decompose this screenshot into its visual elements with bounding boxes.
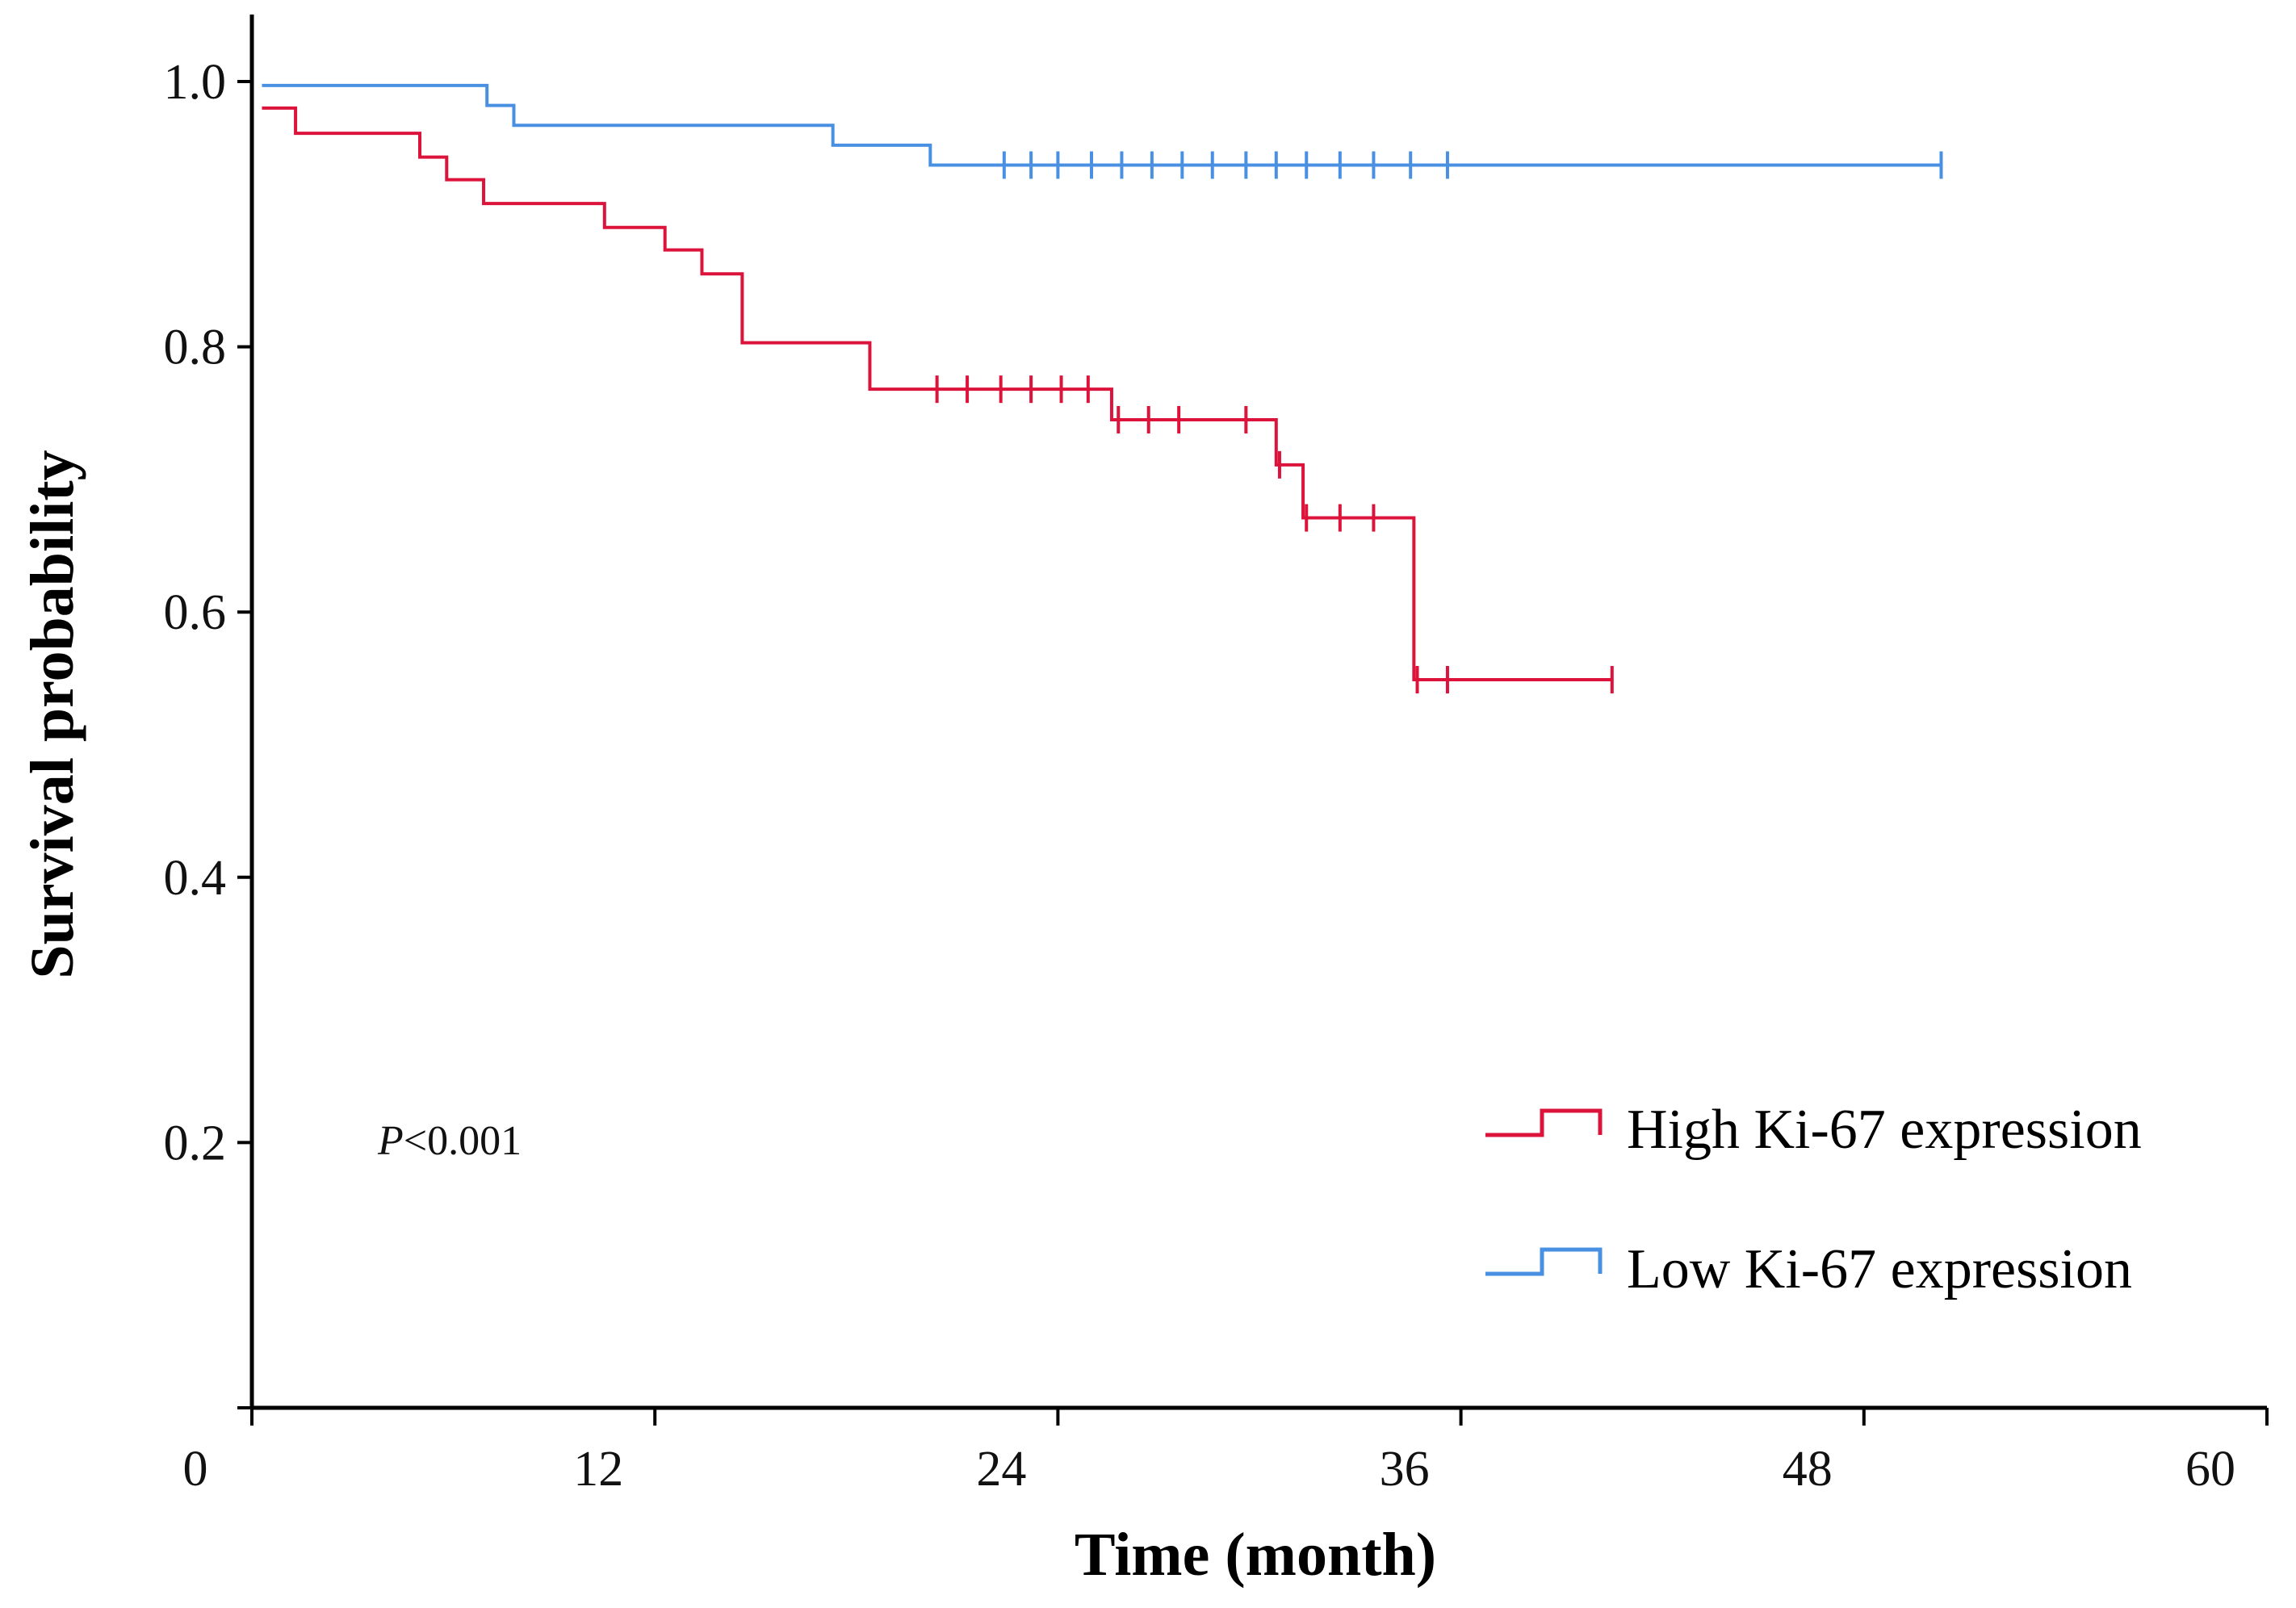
legend-swatch-high [1485, 1108, 1603, 1137]
p-value-annotation: P<0.001 [377, 1118, 522, 1164]
x-tick-label: 24 [976, 1442, 1026, 1497]
y-tick-label: 1.0 [164, 55, 227, 110]
x-axis-title: Time (month) [1075, 1521, 1436, 1589]
x-tick-label: 48 [1783, 1442, 1833, 1497]
y-tick-label: 0.8 [164, 320, 227, 375]
legend-swatch-low [1485, 1247, 1603, 1276]
low-ki67-survival-curve [262, 83, 1942, 167]
x-tick-label: 0 [183, 1442, 208, 1497]
axes: 0 12 24 36 48 60 0.2 0.4 0.6 0.8 1.0 [164, 15, 2269, 1497]
legend-label-high: High Ki-67 expression [1627, 1099, 2142, 1161]
y-tick-label: 0.2 [164, 1116, 227, 1170]
y-tick-label: 0.6 [164, 585, 227, 640]
legend-label-low: Low Ki-67 expression [1627, 1238, 2132, 1300]
p-value-symbol: P [377, 1118, 404, 1164]
x-tick-label: 12 [573, 1442, 623, 1497]
high-ki67-survival-curve [262, 106, 1612, 681]
legend: High Ki-67 expression Low Ki-67 expressi… [1485, 1099, 2142, 1300]
x-tick-label: 36 [1380, 1442, 1430, 1497]
p-value-text: <0.001 [404, 1118, 522, 1164]
y-axis-title: Survival probability [19, 450, 86, 978]
plot-area [262, 83, 1943, 693]
x-tick-label: 60 [2185, 1442, 2235, 1497]
y-tick-label: 0.4 [164, 851, 227, 906]
